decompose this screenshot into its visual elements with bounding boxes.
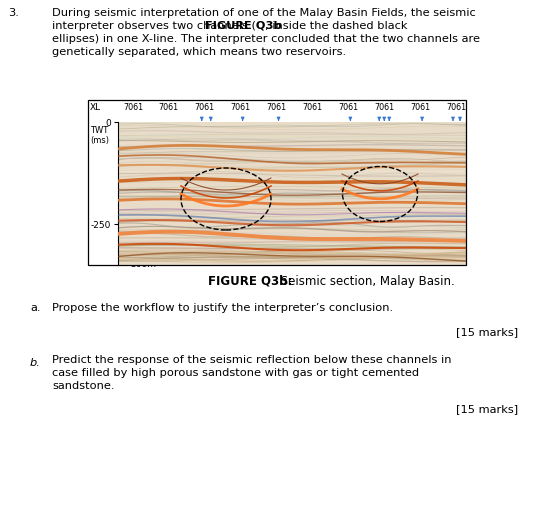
Text: 7061: 7061 bbox=[302, 103, 323, 112]
Text: 7061: 7061 bbox=[230, 103, 251, 112]
Text: During seismic interpretation of one of the Malay Basin Fields, the seismic: During seismic interpretation of one of … bbox=[52, 8, 476, 18]
Text: sandstone.: sandstone. bbox=[52, 381, 115, 391]
Text: 7061: 7061 bbox=[195, 103, 215, 112]
Text: [15 marks]: [15 marks] bbox=[456, 327, 518, 337]
Text: 500m: 500m bbox=[130, 260, 156, 269]
Text: Propose the workflow to justify the interpreter’s conclusion.: Propose the workflow to justify the inte… bbox=[52, 303, 393, 313]
Text: FIGURE Q3b: FIGURE Q3b bbox=[205, 21, 282, 31]
Text: 7061: 7061 bbox=[338, 103, 359, 112]
Text: b.: b. bbox=[30, 358, 41, 368]
Text: case filled by high porous sandstone with gas or tight cemented: case filled by high porous sandstone wit… bbox=[52, 368, 419, 378]
Text: 7061: 7061 bbox=[410, 103, 430, 112]
Text: 7061: 7061 bbox=[446, 103, 466, 112]
Text: XL: XL bbox=[90, 103, 101, 112]
Text: Predict the response of the seismic reflection below these channels in: Predict the response of the seismic refl… bbox=[52, 355, 451, 365]
Text: 7061: 7061 bbox=[374, 103, 394, 112]
Text: 3.: 3. bbox=[8, 8, 19, 18]
Text: FIGURE Q3b:: FIGURE Q3b: bbox=[208, 275, 292, 288]
Text: Seismic section, Malay Basin.: Seismic section, Malay Basin. bbox=[277, 275, 455, 288]
Text: 7061: 7061 bbox=[123, 103, 143, 112]
Text: genetically separated, which means two reservoirs.: genetically separated, which means two r… bbox=[52, 47, 346, 57]
Text: 7061: 7061 bbox=[266, 103, 287, 112]
Text: 7061: 7061 bbox=[159, 103, 179, 112]
Text: ellipses) in one X-line. The interpreter concluded that the two channels are: ellipses) in one X-line. The interpreter… bbox=[52, 34, 480, 44]
Text: , inside the dashed black: , inside the dashed black bbox=[265, 21, 407, 31]
Text: TWT
(ms): TWT (ms) bbox=[90, 126, 109, 145]
Text: a.: a. bbox=[30, 303, 41, 313]
Text: [15 marks]: [15 marks] bbox=[456, 404, 518, 414]
Text: interpreter observes two channels (: interpreter observes two channels ( bbox=[52, 21, 256, 31]
